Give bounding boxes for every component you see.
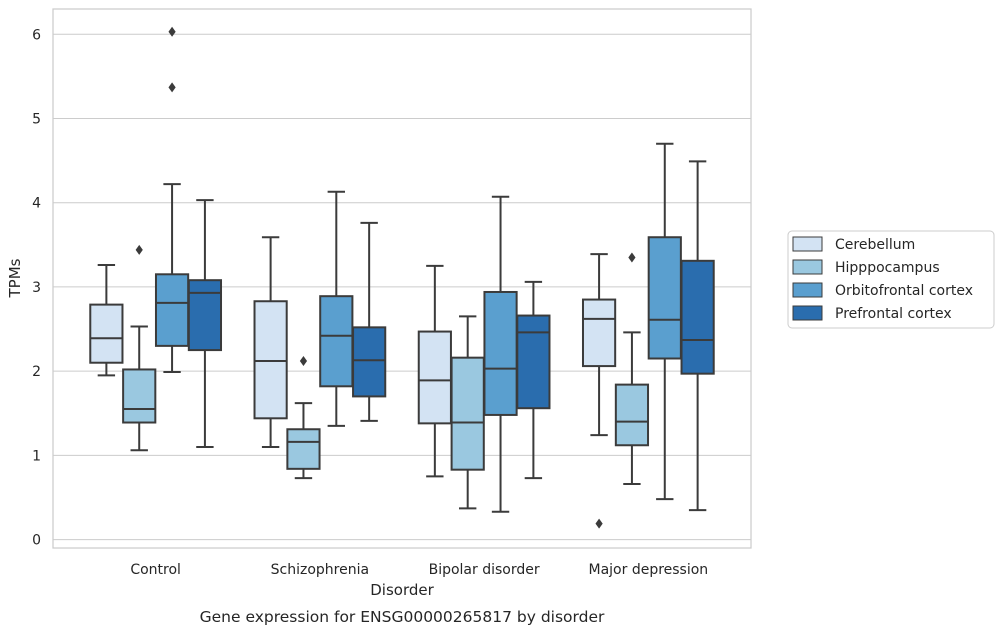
box-iqr — [614, 383, 650, 447]
box-prefrontal-cortex-1 — [352, 221, 387, 422]
box-iqr — [516, 314, 551, 410]
legend-frame — [787, 230, 995, 329]
flier-0 — [135, 244, 143, 255]
x-tick-label-0: Control — [130, 562, 181, 578]
plot-area: 0 1 2 3 4 5 6 Control Schizophrenia Bipolar disor… — [32, 8, 752, 578]
box-prefrontal-cortex-3 — [680, 160, 715, 512]
box-cerebellum-3 — [581, 253, 617, 529]
flier-0 — [595, 518, 603, 529]
box-iqr — [319, 295, 354, 388]
box-orbitofrontal-cortex-2 — [483, 195, 518, 513]
box-hipppocampus-0 — [122, 244, 157, 452]
box-iqr — [154, 273, 190, 347]
legend: Cerebellum Hipppocampus Orbitofrontal cort… — [787, 230, 995, 329]
axes-frame — [52, 8, 752, 549]
legend-label-prefrontal-cortex: Prefrontal cortex — [835, 306, 952, 322]
box-orbitofrontal-cortex-1 — [319, 190, 354, 427]
legend-swatch-prefrontal-cortex — [792, 305, 823, 321]
y-tick-label-4: 4 — [32, 196, 41, 212]
legend-swatch-cerebellum — [792, 236, 823, 252]
box-iqr — [352, 326, 387, 398]
box-iqr — [417, 330, 452, 425]
y-tick-label-2: 2 — [32, 364, 41, 380]
box-iqr — [253, 300, 288, 420]
flier-0 — [168, 82, 176, 93]
box-cerebellum-1 — [253, 236, 288, 448]
x-tick-label-2: Bipolar disorder — [429, 562, 540, 578]
x-tick-label-3: Major depression — [589, 562, 709, 578]
box-iqr — [122, 368, 157, 424]
legend-swatch-hipppocampus — [792, 259, 823, 275]
box-orbitofrontal-cortex-3 — [647, 142, 682, 501]
box-iqr — [89, 303, 124, 364]
x-axis-title: Disorder — [370, 581, 434, 599]
y-tick-label-0: 0 — [32, 533, 41, 549]
flier-1 — [168, 26, 176, 37]
box-hipppocampus-3 — [614, 252, 650, 485]
box-cerebellum-2 — [417, 264, 452, 478]
figure-caption: Gene expression for ENSG00000265817 by d… — [200, 608, 605, 626]
y-tick-label-3: 3 — [32, 280, 41, 296]
flier-0 — [628, 252, 636, 263]
legend-label-cerebellum: Cerebellum — [835, 237, 915, 253]
box-cerebellum-0 — [89, 264, 124, 377]
y-tick-label-6: 6 — [32, 27, 41, 43]
box-iqr — [187, 279, 223, 352]
box-iqr — [680, 259, 715, 375]
flier-0 — [299, 356, 308, 367]
box-hipppocampus-1 — [286, 356, 321, 480]
box-iqr — [450, 356, 485, 471]
box-orbitofrontal-cortex-0 — [154, 26, 190, 373]
box-iqr — [483, 290, 518, 416]
legend-label-orbitofrontal-cortex: Orbitofrontal cortex — [835, 283, 973, 299]
box-iqr — [581, 298, 617, 368]
legend-swatch-orbitofrontal-cortex — [792, 282, 823, 298]
y-tick-label-1: 1 — [32, 448, 41, 464]
box-iqr — [647, 236, 682, 360]
y-axis-title: TPMs — [6, 258, 24, 298]
y-tick-label-5: 5 — [32, 111, 41, 127]
box-hipppocampus-2 — [450, 315, 485, 510]
legend-label-hipppocampus: Hipppocampus — [835, 260, 940, 276]
box-prefrontal-cortex-0 — [187, 199, 223, 448]
box-iqr — [286, 428, 321, 470]
box-prefrontal-cortex-2 — [516, 280, 551, 480]
x-tick-label-1: Schizophrenia — [271, 562, 369, 578]
